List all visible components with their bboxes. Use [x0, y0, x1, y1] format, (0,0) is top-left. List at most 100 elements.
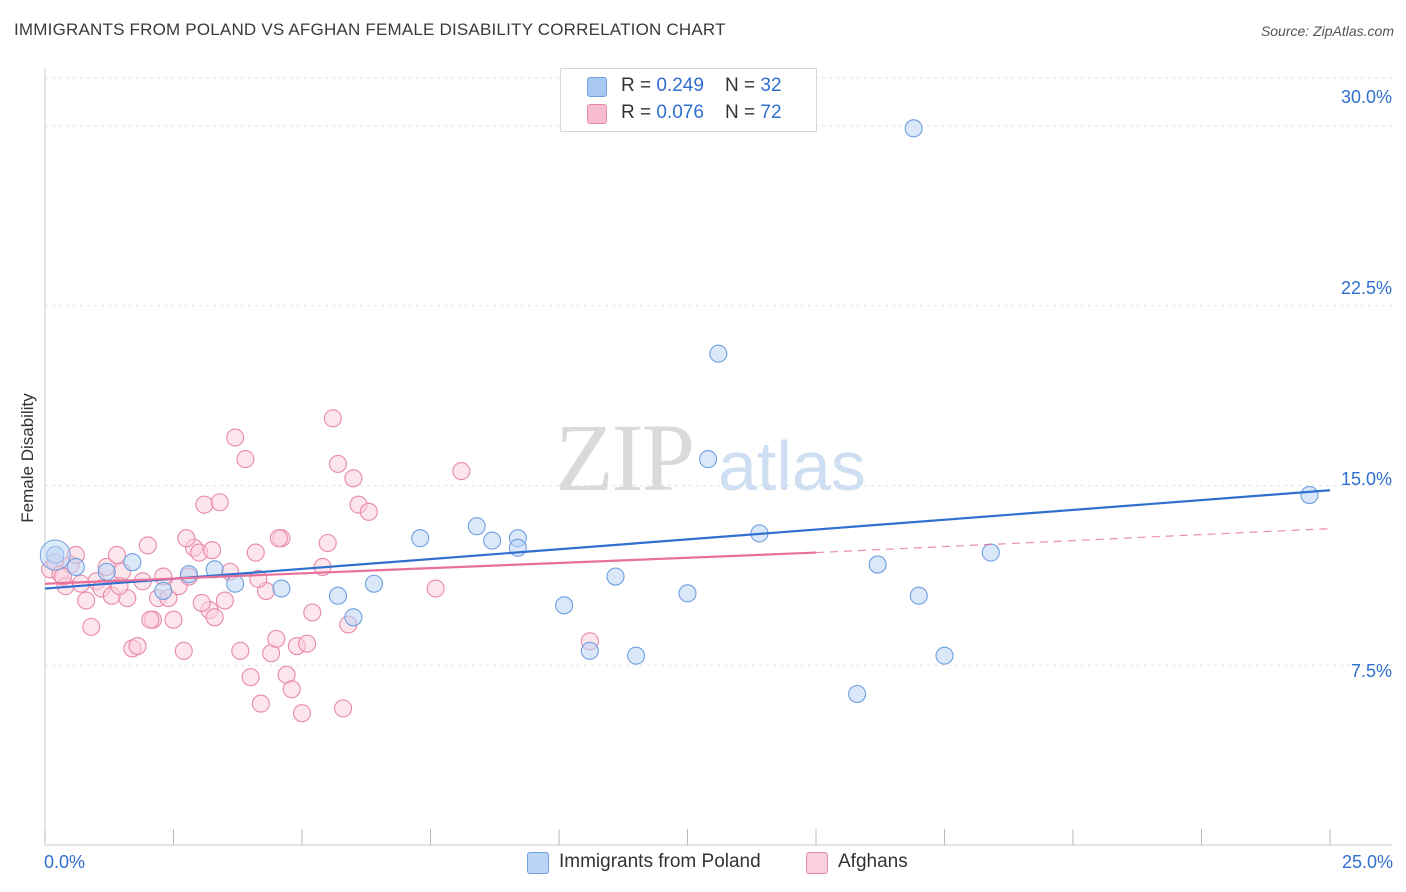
legend-n-label: N =	[725, 102, 761, 123]
poland-point	[179, 565, 198, 584]
y-tick-label-15: 15.0%	[1340, 469, 1392, 489]
poland-point	[981, 543, 1000, 562]
legend-r-value-poland: 0.249	[656, 75, 704, 96]
watermark-atlas: atlas	[718, 427, 866, 505]
legend-swatch-afghans	[587, 104, 607, 124]
poland-point	[344, 608, 363, 627]
legend-n-value-afghans: 72	[760, 102, 782, 123]
legend-r-value-afghans: 0.076	[656, 102, 704, 123]
poland-point	[580, 641, 599, 660]
poland-point	[272, 579, 291, 598]
poland-point	[699, 450, 718, 469]
poland-point	[868, 555, 887, 574]
afghans-point	[303, 603, 322, 622]
poland-point	[66, 557, 85, 577]
poland-point	[1300, 486, 1319, 505]
afghans-point	[177, 529, 196, 548]
bottom-legend-label-afghans: Afghans	[838, 851, 908, 872]
afghans-point	[195, 495, 214, 514]
axes	[44, 68, 1392, 846]
bottom-legend-swatch-afghans	[806, 852, 828, 874]
poland-point	[606, 567, 625, 586]
poland-point	[97, 562, 116, 581]
trendline-poland	[44, 489, 1331, 590]
afghans-point	[174, 641, 193, 660]
poland-point	[627, 646, 646, 665]
legend-n-label: N =	[725, 75, 761, 96]
afghans-point	[328, 454, 348, 473]
poland-point	[709, 344, 728, 363]
afghans-point	[323, 409, 342, 428]
poland-point	[904, 119, 923, 138]
afghans-point	[138, 536, 157, 555]
afghans-point	[318, 533, 337, 553]
afghans-point	[226, 428, 245, 447]
afghans-point	[231, 641, 250, 660]
poland-point	[154, 581, 173, 600]
afghans-point	[128, 637, 147, 656]
afghans-point	[292, 704, 312, 723]
legend-r-label: R =	[621, 102, 657, 123]
bottom-legend-swatch-poland	[527, 852, 549, 874]
poland-point	[909, 586, 928, 605]
y-tick-label-30: 30.0%	[1340, 87, 1392, 107]
watermark-zip: ZIP	[555, 404, 693, 511]
afghans-point	[192, 593, 211, 612]
legend-r-label: R =	[621, 75, 657, 96]
x-tick-label-max: 25.0%	[1341, 852, 1393, 872]
afghans-point	[215, 591, 234, 610]
y-axis-label: Female Disability	[18, 393, 37, 523]
afghans-point	[251, 694, 270, 713]
afghans-point	[344, 469, 363, 488]
poland-point	[364, 574, 384, 593]
series-afghans	[41, 409, 599, 723]
afghans-point	[236, 450, 255, 469]
poland-point	[328, 586, 348, 605]
afghans-point	[246, 543, 265, 562]
poland-point	[555, 596, 574, 615]
trendlines	[44, 489, 1331, 590]
afghans-point	[269, 529, 288, 548]
y-tick-label-7-5: 7.5%	[1350, 661, 1392, 681]
legend-swatch-poland	[587, 77, 607, 97]
afghans-point	[267, 629, 286, 648]
afghans-point	[77, 591, 96, 610]
afghans-point	[82, 617, 101, 636]
poland-point	[483, 531, 502, 550]
afghans-point	[241, 668, 260, 687]
poland-point	[411, 529, 430, 548]
legend-n-value-poland: 32	[760, 75, 782, 96]
afghans-point	[334, 699, 353, 718]
poland-point	[467, 517, 486, 536]
afghans-point	[203, 541, 222, 560]
bottom-legend-label-poland: Immigrants from Poland	[559, 851, 761, 872]
gridlines	[45, 77, 1392, 666]
afghans-point	[107, 545, 127, 565]
correlation-legend: R = 0.249 N = 32 R = 0.076 N = 72	[560, 68, 817, 132]
y-tick-label-22-5: 22.5%	[1340, 278, 1392, 298]
poland-point	[226, 574, 245, 593]
watermark: ZIP atlas	[555, 404, 866, 511]
afghans-point	[210, 493, 229, 512]
poland-point	[678, 584, 697, 603]
x-tick-label-min: 0.0%	[44, 852, 86, 872]
trendline-afghans	[44, 551, 817, 585]
afghans-point	[426, 579, 445, 598]
afghans-point	[205, 608, 224, 627]
poland-point	[123, 553, 142, 572]
afghans-point	[282, 680, 301, 699]
chart-title: IMMIGRANTS FROM POLAND VS AFGHAN FEMALE …	[14, 20, 726, 39]
afghans-point	[71, 574, 91, 593]
source-label: Source: ZipAtlas.com	[1260, 23, 1394, 39]
poland-point	[848, 684, 867, 704]
trendline-afghans-extension	[815, 528, 1331, 554]
afghans-point	[298, 634, 317, 653]
afghans-point	[359, 502, 378, 521]
afghans-point	[452, 462, 471, 481]
poland-point-large	[39, 539, 71, 571]
series-immigrants-from-poland	[39, 119, 1319, 704]
afghans-point	[164, 610, 183, 629]
afghans-point	[141, 610, 160, 629]
poland-point	[935, 646, 954, 665]
